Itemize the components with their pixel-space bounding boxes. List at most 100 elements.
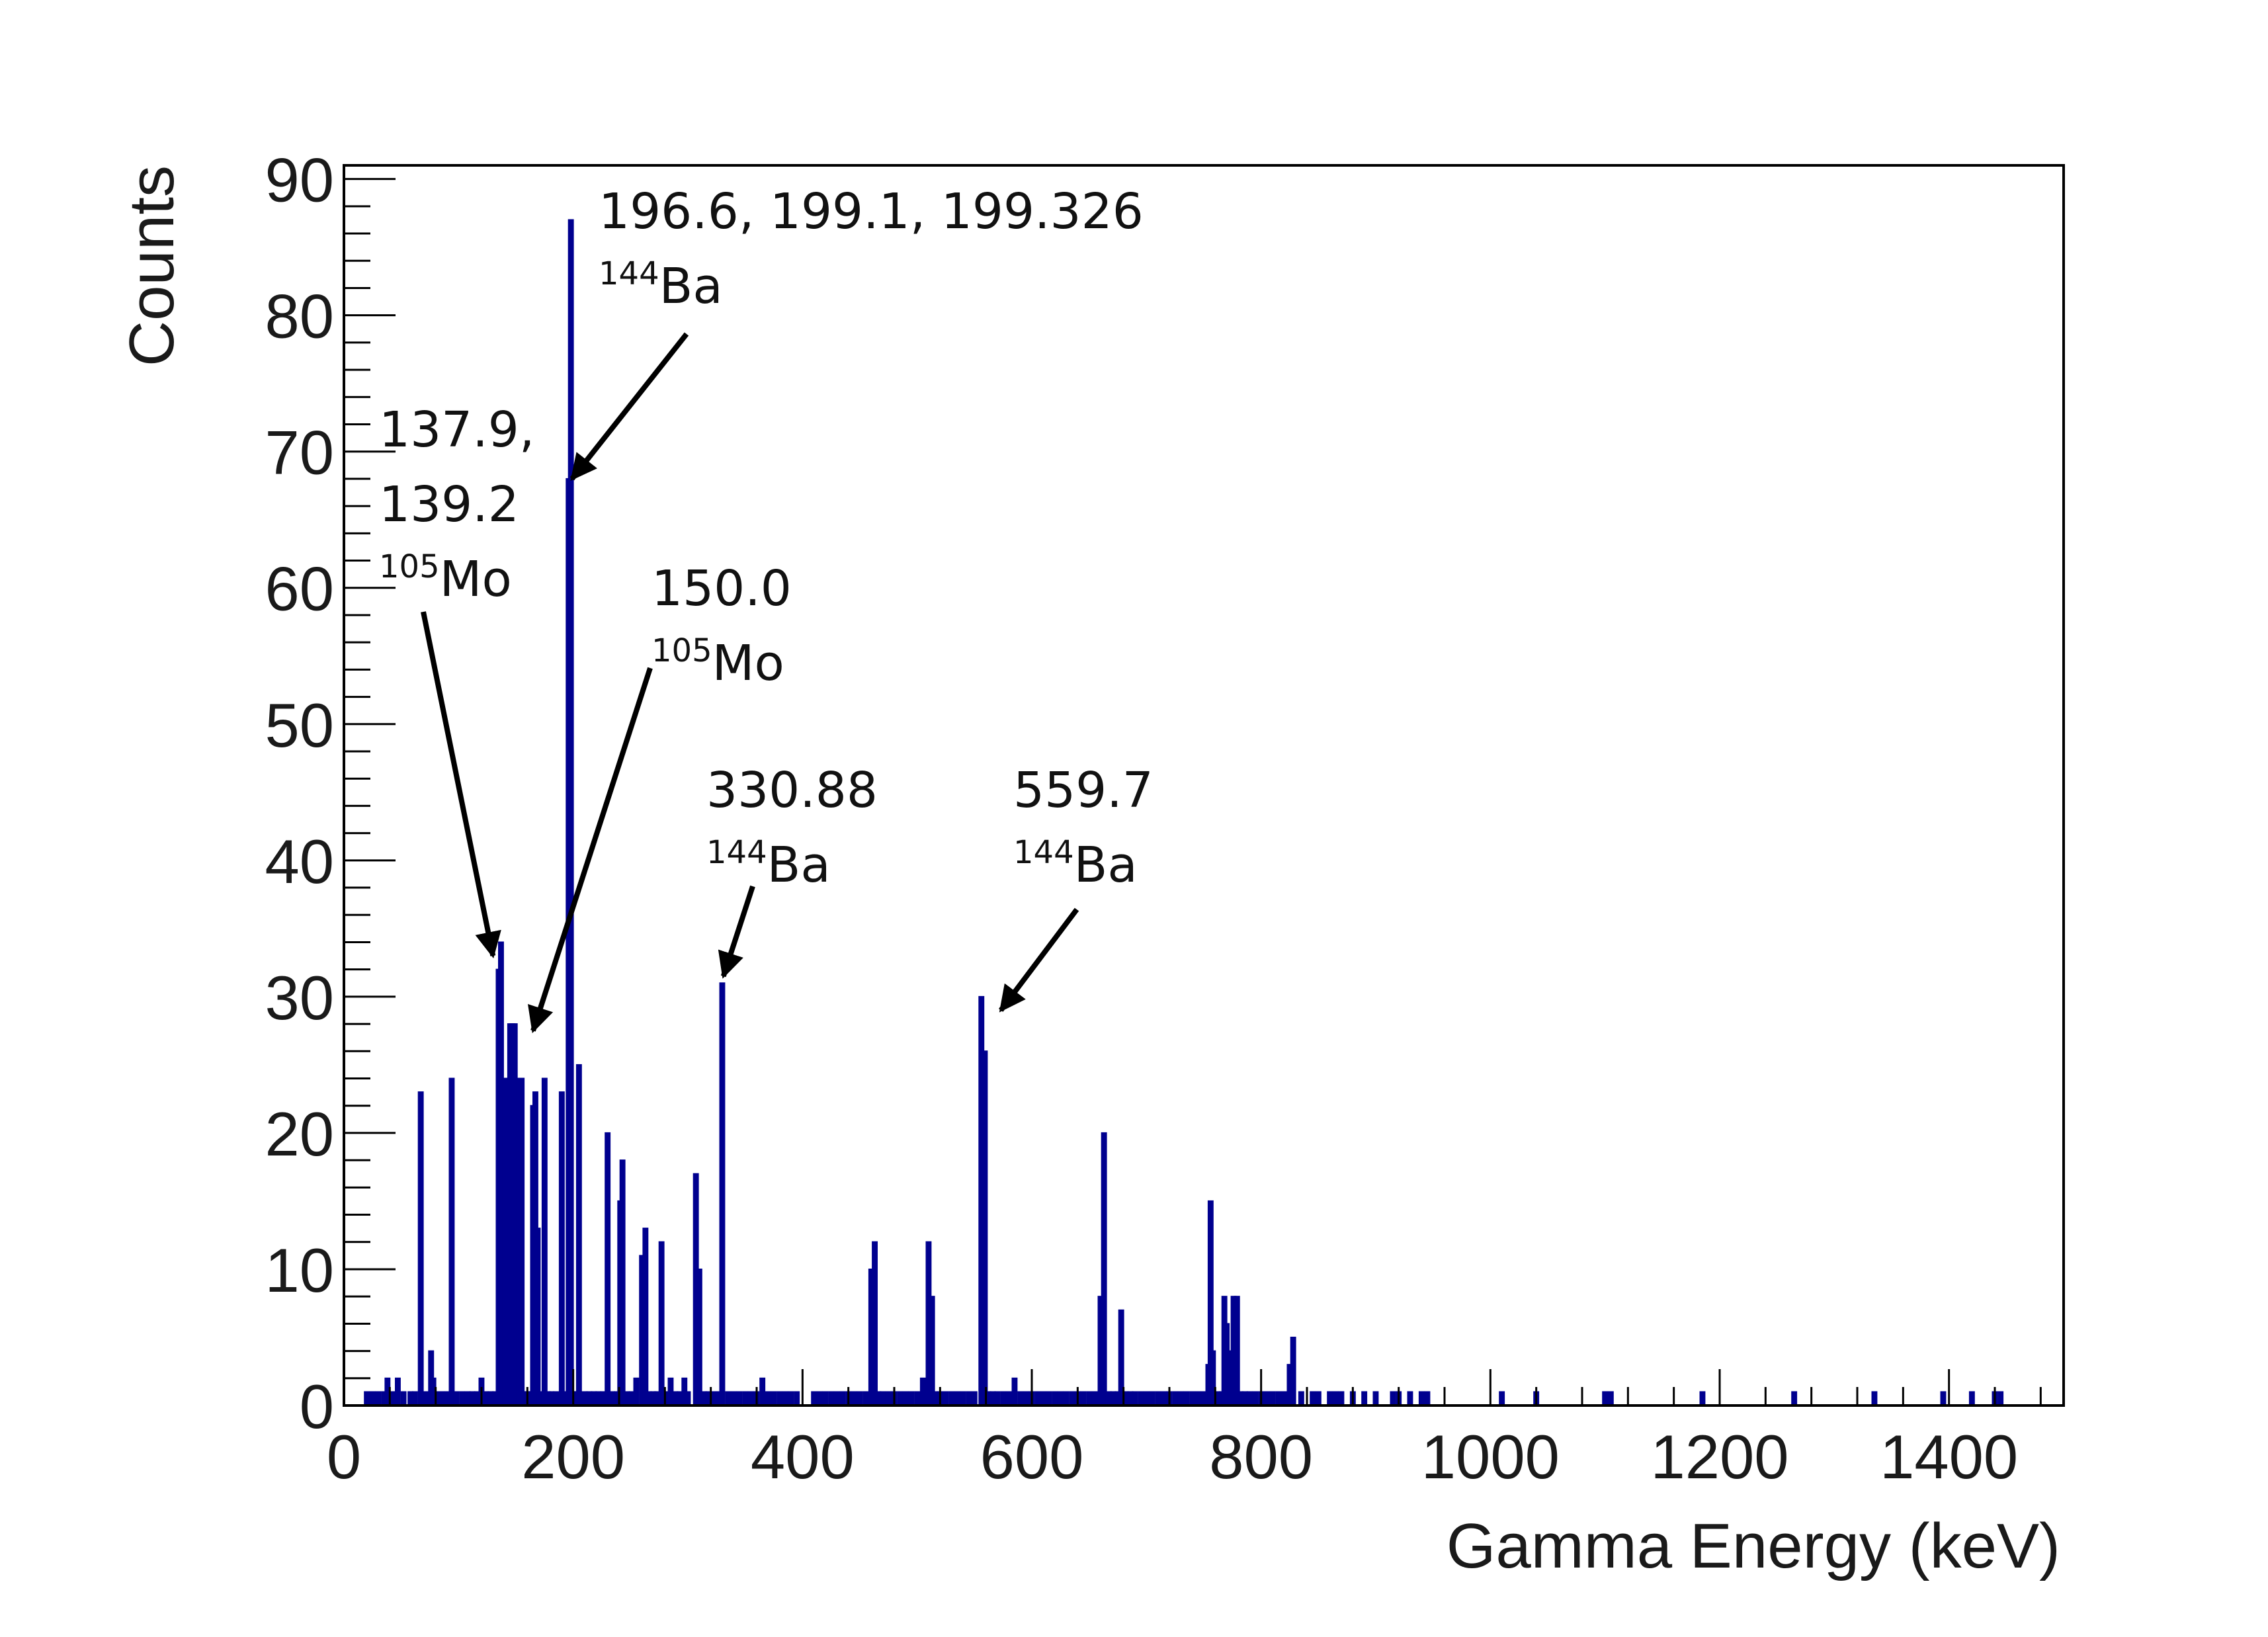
bar xyxy=(438,1391,444,1406)
bar xyxy=(816,1391,823,1406)
peak-energy-label: 559.7 xyxy=(1013,762,1154,819)
bar xyxy=(1315,1391,1322,1406)
bar xyxy=(1172,1391,1179,1406)
peak-energy-label: 139.2 xyxy=(379,476,519,533)
bar xyxy=(1269,1391,1276,1406)
bar xyxy=(453,1391,460,1406)
bar xyxy=(1183,1391,1190,1406)
bar xyxy=(448,1077,455,1406)
bar xyxy=(1263,1391,1270,1406)
y-tick-label: 40 xyxy=(265,827,334,896)
bar xyxy=(1086,1391,1093,1406)
bar xyxy=(423,1391,430,1406)
plot-frame xyxy=(343,164,2065,1407)
nuclide-symbol: Mo xyxy=(440,551,512,608)
bar xyxy=(412,1391,418,1406)
bar xyxy=(1275,1391,1282,1406)
bar xyxy=(1138,1391,1144,1406)
bar xyxy=(642,1228,649,1406)
bar xyxy=(1871,1391,1878,1406)
bar xyxy=(914,1391,921,1406)
bar xyxy=(782,1391,788,1406)
bar xyxy=(700,1391,707,1406)
bar xyxy=(624,1391,630,1406)
bar xyxy=(1080,1391,1087,1406)
bar xyxy=(742,1391,749,1406)
bar xyxy=(908,1391,915,1406)
annotation-arrow xyxy=(569,332,689,482)
bar xyxy=(1791,1391,1798,1406)
bar xyxy=(1281,1391,1287,1406)
nuclide-label: 144Ba xyxy=(599,255,723,315)
nuclide-mass-number: 144 xyxy=(706,834,767,871)
nuclide-mass-number: 144 xyxy=(1013,834,1074,871)
annotation-arrow xyxy=(999,907,1079,1013)
nuclide-symbol: Ba xyxy=(1074,837,1138,894)
bar xyxy=(369,1391,376,1406)
peak-annotation: 196.6, 199.1, 199.326 144Ba xyxy=(569,183,1144,482)
bar xyxy=(982,1050,988,1407)
bar xyxy=(929,1296,935,1406)
bar xyxy=(1177,1391,1184,1406)
bar xyxy=(1063,1391,1070,1406)
bar xyxy=(534,1228,541,1406)
nuclide-symbol: Mo xyxy=(712,635,784,692)
y-tick-label: 60 xyxy=(265,554,334,624)
nuclide-mass-number: 144 xyxy=(599,255,659,292)
bar xyxy=(833,1391,840,1406)
bar xyxy=(575,1064,582,1406)
bar xyxy=(469,1391,476,1406)
bar xyxy=(1418,1391,1425,1406)
bar xyxy=(1127,1391,1134,1406)
bar xyxy=(1189,1391,1196,1406)
y-tick-label: 10 xyxy=(265,1236,334,1305)
bar xyxy=(862,1391,869,1406)
bar xyxy=(1091,1391,1098,1406)
tick-labels-layer: 0 10 20 30 40 50 60 70 80 90 0 200 400 600 800 1000 1200… xyxy=(265,146,2018,1491)
x-tick-label: 200 xyxy=(521,1422,625,1491)
bar xyxy=(672,1391,679,1406)
bar xyxy=(407,1391,413,1406)
bar xyxy=(1155,1391,1161,1406)
nuclide-symbol: Ba xyxy=(767,837,831,894)
y-tick-label: 80 xyxy=(265,282,334,351)
bar xyxy=(919,1377,926,1407)
peak-annotation: 137.9, 139.2 105Mo xyxy=(379,401,534,958)
bar xyxy=(1238,1391,1243,1406)
bar xyxy=(1407,1391,1413,1406)
bar xyxy=(1252,1391,1259,1406)
annotation-arrow xyxy=(718,885,755,979)
y-tick-label: 70 xyxy=(265,418,334,487)
bar xyxy=(960,1391,966,1406)
bar xyxy=(595,1391,602,1406)
bar xyxy=(1968,1391,1975,1406)
bar xyxy=(828,1391,835,1406)
bar xyxy=(1052,1391,1058,1406)
bar xyxy=(519,1077,525,1406)
bar xyxy=(902,1391,909,1406)
nuclide-label: 144Ba xyxy=(1013,834,1138,894)
bar xyxy=(444,1391,450,1406)
bar xyxy=(1246,1391,1253,1406)
bar xyxy=(459,1391,465,1406)
bar xyxy=(1226,1350,1232,1406)
bar xyxy=(872,1241,878,1406)
bar xyxy=(1424,1391,1431,1406)
bar xyxy=(736,1391,743,1406)
bar xyxy=(839,1391,846,1406)
bar xyxy=(1069,1391,1075,1406)
nuclide-label: 105Mo xyxy=(651,632,784,692)
bar xyxy=(1023,1391,1029,1406)
x-axis-title: Gamma Energy (keV) xyxy=(1447,1511,2060,1581)
bar xyxy=(553,1391,560,1406)
bar xyxy=(989,1391,996,1406)
bar xyxy=(685,1391,691,1406)
bar xyxy=(777,1391,783,1406)
bar xyxy=(1372,1391,1379,1406)
nuclide-mass-number: 105 xyxy=(651,632,712,669)
bar xyxy=(364,1391,370,1406)
bar xyxy=(822,1391,829,1406)
ticks-layer xyxy=(343,178,2042,1407)
